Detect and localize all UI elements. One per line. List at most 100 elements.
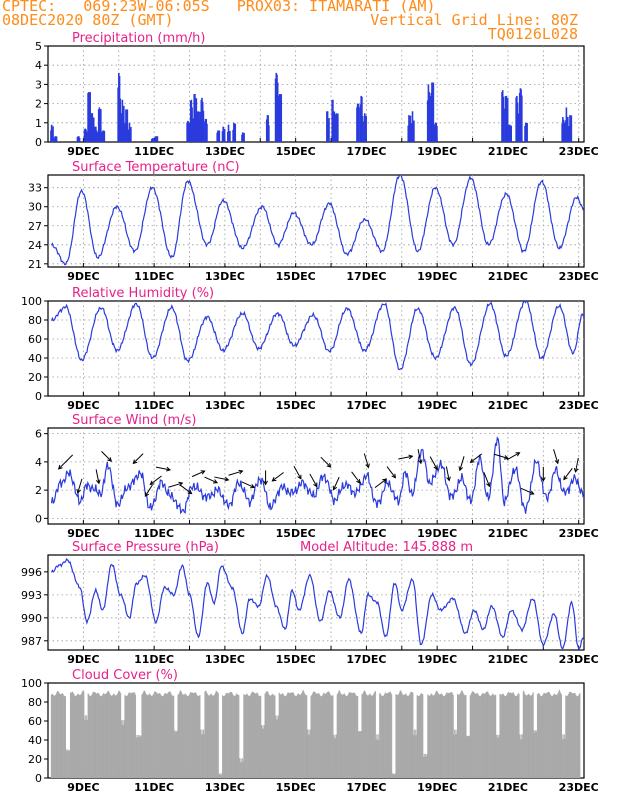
cloud-bar <box>156 692 158 778</box>
cloud-bar <box>198 695 200 778</box>
cloud-bar <box>429 695 431 778</box>
cloud-bar <box>399 690 401 778</box>
cloud-bar <box>305 695 307 778</box>
cloud-bar <box>191 692 193 778</box>
cloud-bar <box>471 692 473 778</box>
precip-bar <box>503 108 505 142</box>
cloud-bar <box>253 692 255 778</box>
cloud-bar <box>371 695 373 778</box>
precip-bar <box>218 130 221 142</box>
cloud-bar <box>454 734 456 778</box>
cloud-bar <box>316 693 318 778</box>
cloud-bar <box>161 695 163 778</box>
cloud-bar <box>548 691 550 778</box>
cloud-bar <box>177 694 179 778</box>
cloud-bar <box>515 696 517 778</box>
precip-bar <box>506 97 509 142</box>
cloud-bar <box>447 693 449 778</box>
precip-bar <box>100 109 102 142</box>
cloud-bar <box>365 692 367 778</box>
cloud-bar <box>488 694 490 778</box>
precip-bar <box>199 111 201 142</box>
y-tick-label: 2 <box>35 484 42 497</box>
cloud-bar <box>384 692 386 778</box>
cloud-bar <box>467 736 469 778</box>
cloud-bar <box>372 694 374 778</box>
precip-bar <box>96 132 99 142</box>
x-tick-label: 19DEC <box>417 653 457 666</box>
cloud-bar <box>394 774 396 778</box>
cloud-bar <box>65 749 67 778</box>
x-tick-label: 9DEC <box>67 399 99 412</box>
precip-bar <box>526 122 528 142</box>
cloud-bar <box>69 692 71 778</box>
header-datetime: 08DEC2020 80Z (GMT) <box>2 11 174 29</box>
cloud-bar <box>546 692 548 778</box>
cloud-bar <box>501 694 503 778</box>
cloud-bar <box>139 735 141 778</box>
cloud-bar <box>551 695 553 778</box>
x-tick-label: 11DEC <box>134 527 174 540</box>
cloud-bar <box>103 693 105 778</box>
panel-precip: 9DEC 11DEC 13DEC 15DEC 17DEC 19DEC 21DEC 23DEC 0… <box>35 31 599 158</box>
cloud-bar <box>157 693 159 778</box>
cloud-bar <box>101 695 103 778</box>
cloud-bar <box>254 693 256 778</box>
cloud-bar <box>357 696 359 778</box>
wind-arrow-head <box>313 482 318 488</box>
cloud-bar <box>574 692 576 778</box>
cloud-bar <box>561 694 563 778</box>
cloud-bar <box>104 694 106 778</box>
cloud-bar <box>432 695 434 778</box>
precip-bar <box>52 126 54 142</box>
cloud-bar <box>132 692 134 778</box>
cloud-bar <box>470 694 472 778</box>
cloud-bar <box>70 692 72 778</box>
cloud-bar <box>246 694 248 778</box>
cloud-bar <box>551 695 553 778</box>
wind-arrow <box>309 473 318 487</box>
cloud-bar <box>113 694 115 778</box>
cloud-bar <box>562 734 564 778</box>
cloud-bar <box>383 695 385 778</box>
precip-bar <box>521 95 523 142</box>
cloud-bar <box>355 695 357 778</box>
panel-frame <box>47 554 585 651</box>
cloud-bar <box>500 694 502 778</box>
wind-arrow <box>155 466 171 471</box>
cloud-bar <box>516 695 518 778</box>
cloud-bar <box>578 694 580 778</box>
x-tick-label: 23DEC <box>559 270 599 283</box>
cloud-bar <box>512 692 514 778</box>
cloud-bar <box>166 693 168 778</box>
panel-title: Surface Temperature (nC) <box>72 160 240 175</box>
cloud-bar <box>89 696 91 778</box>
x-tick-label: 23DEC <box>559 527 599 540</box>
cloud-bar <box>510 692 512 778</box>
cloud-bar <box>285 696 287 778</box>
wind-arrow <box>351 471 361 484</box>
cloud-bar <box>250 694 252 778</box>
precip-bar <box>432 82 435 142</box>
wind-arrow <box>132 453 144 464</box>
cloud-bar <box>319 695 321 778</box>
cloud-bar <box>123 720 125 778</box>
wind-arrow-head <box>149 480 155 486</box>
x-tick-label: 9DEC <box>67 653 99 666</box>
x-tick-label: 11DEC <box>134 145 174 158</box>
cloud-bar <box>354 693 356 778</box>
cloud-bar <box>251 692 253 778</box>
cloud-bar <box>302 690 304 778</box>
cloud-bar <box>145 693 147 778</box>
cloud-bar <box>280 694 282 778</box>
cloud-bar <box>292 692 294 778</box>
cloud-bar <box>343 693 345 778</box>
cloud-bar <box>140 735 142 778</box>
cloud-bar <box>152 694 154 778</box>
x-tick-label: 15DEC <box>276 653 316 666</box>
wind-arrow-head <box>433 465 438 471</box>
cloud-bar <box>442 695 444 778</box>
cloud-bar <box>260 695 262 778</box>
cloud-bar <box>345 695 347 778</box>
cloud-bar <box>476 692 478 778</box>
